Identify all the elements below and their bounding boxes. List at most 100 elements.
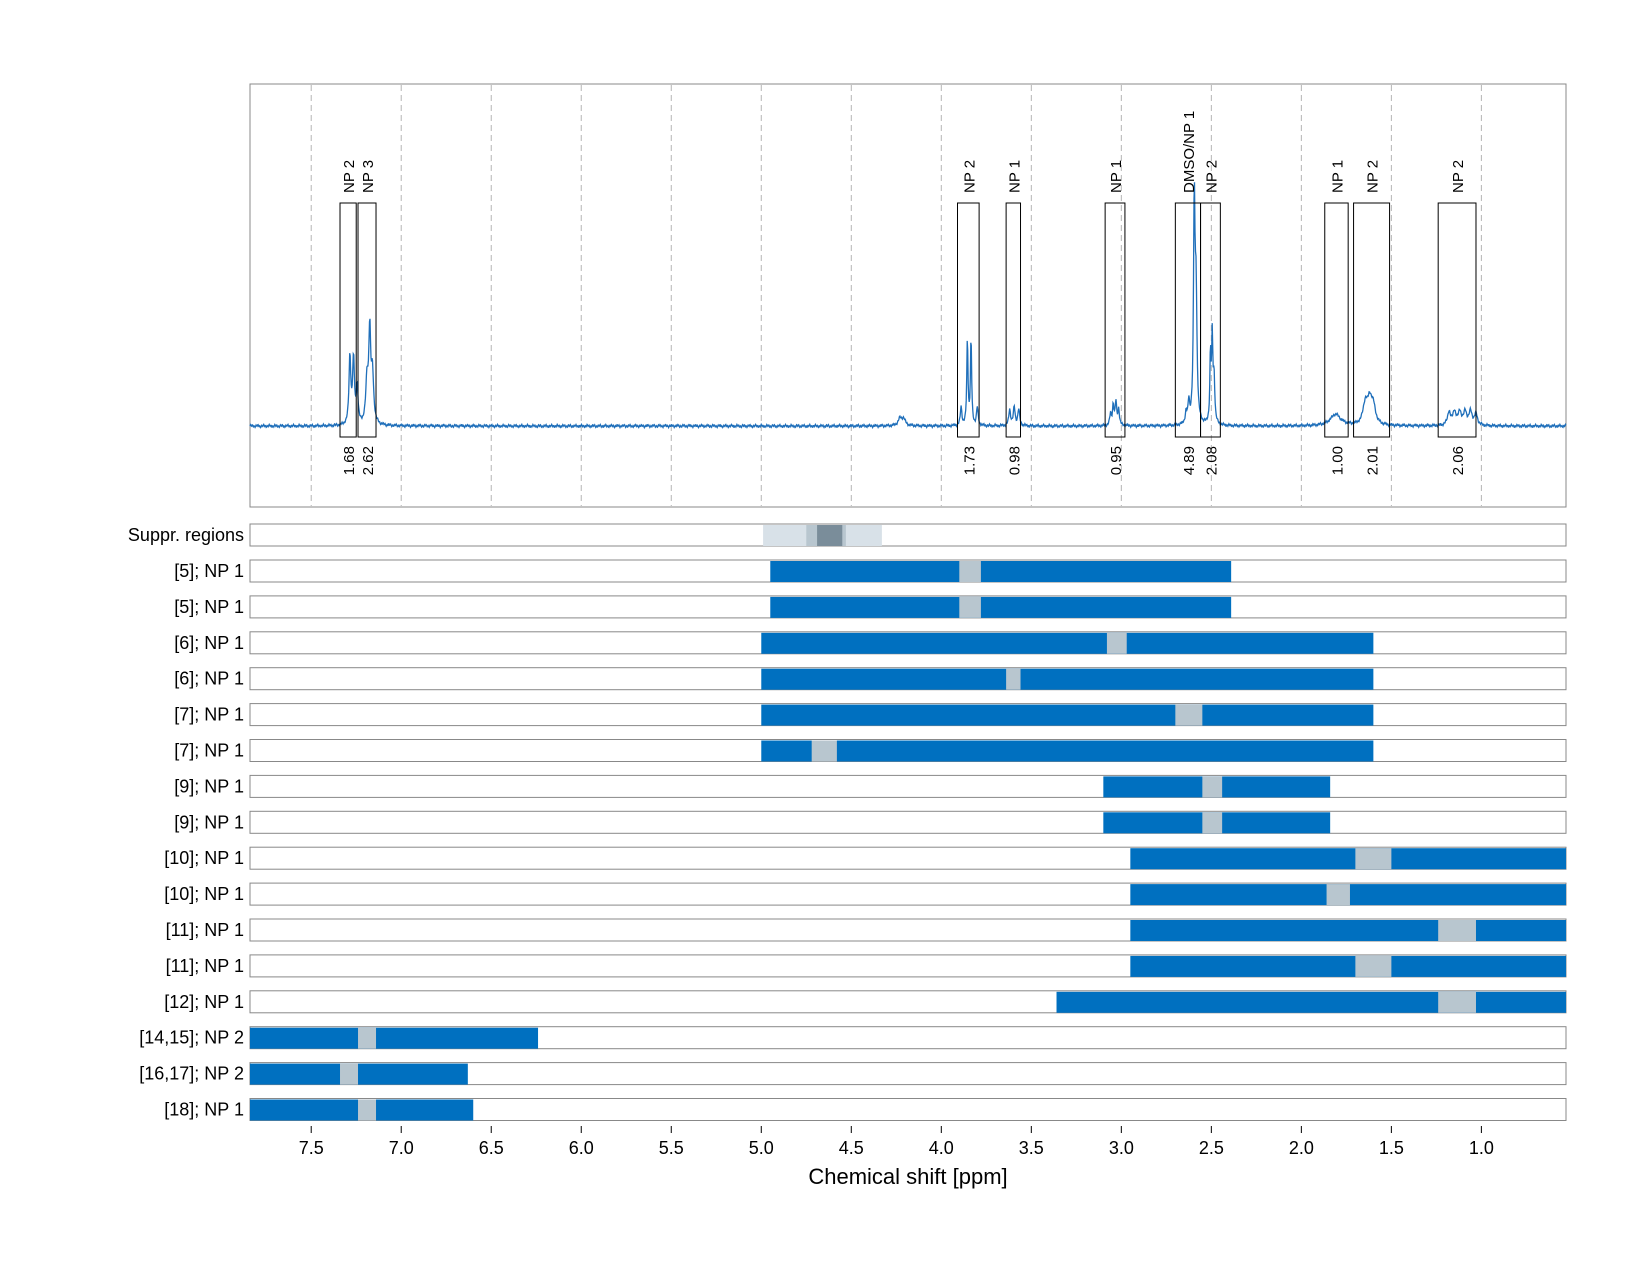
region-row-label: [10]; NP 1 [164,884,244,904]
x-tick-label: 4.0 [929,1138,954,1158]
region-row-frame [249,774,1567,798]
region-gap [1106,632,1127,654]
region-gap [358,1027,377,1049]
peak-label: NP 2 [961,160,978,193]
region-bar [770,596,1232,618]
region-bar [770,561,1232,582]
region-gap [1355,848,1392,870]
suppression-row-frame [249,523,1567,547]
peak-box [1005,202,1022,438]
region-gap [1202,776,1223,798]
peak-assignment-boxes: NP 2 1.68 NP 3 2.62 NP 2 1.73 NP 1 0.98 NP 1 0.95… [339,111,1477,475]
region-bar [1130,955,1566,977]
x-tick-label: 5.5 [659,1138,684,1158]
x-tick-label: 7.5 [299,1138,324,1158]
peak-label: NP 2 [341,160,358,193]
peak-box [357,202,377,438]
peak-label: NP 2 [1365,160,1382,193]
region-gap [1175,704,1203,726]
region-row-label: [5]; NP 1 [174,597,244,617]
region-row-label: [9]; NP 1 [174,776,244,796]
region-row-label: [16,17]; NP 2 [139,1064,244,1084]
x-tick-label: 3.5 [1019,1138,1044,1158]
integral-label: 0.98 [1006,446,1023,475]
region-bar [1056,991,1566,1013]
region-row-label: [18]; NP 1 [164,1100,244,1120]
region-row-label: [12]; NP 1 [164,992,244,1012]
x-tick-label: 6.5 [479,1138,504,1158]
region-gap [1202,812,1223,834]
peak-box [1437,202,1477,438]
peak-label: DMSO/NP 1 [1181,111,1198,193]
peak-label: NP 3 [360,160,377,193]
region-gap [811,740,837,762]
x-axis-ticks: 7.5 7.0 6.5 6.0 5.5 5.0 4.5 4.0 3.5 3.0 2.5 2.0 1.5 1… [299,1126,1494,1158]
region-row-label: [14,15]; NP 2 [139,1028,244,1048]
x-tick-label: 5.0 [749,1138,774,1158]
spectrum-panel-frame [249,83,1567,508]
peak-box [1104,202,1126,438]
region-bar [761,632,1374,654]
region-bar [1130,848,1566,870]
region-gap [1326,884,1350,906]
region-bar [1130,920,1566,941]
peak-label: NP 2 [1450,160,1467,193]
region-rows: Suppr. regions [5]; NP 1 [5]; NP 1 [6]; NP … [128,523,1567,1121]
region-bar [761,704,1374,726]
x-tick-label: 4.5 [839,1138,864,1158]
integral-label: 4.89 [1181,446,1198,475]
x-tick-label: 1.0 [1469,1138,1494,1158]
region-row-label: [11]; NP 1 [166,920,244,940]
x-axis-title: Chemical shift [ppm] [808,1164,1007,1189]
region-gap [358,1099,377,1121]
peak-box [339,202,357,438]
peak-box [957,202,980,438]
peak-label: NP 1 [1108,160,1125,193]
integral-label: 1.00 [1329,446,1346,475]
x-tick-label: 1.5 [1379,1138,1404,1158]
region-row-label: [11]; NP 1 [166,956,244,976]
region-row-label: [6]; NP 1 [174,633,244,653]
peak-box [1353,202,1391,438]
peak-label: NP 1 [1006,160,1023,193]
region-bar [250,1063,468,1085]
peak-label: NP 1 [1329,160,1346,193]
region-row-label: [9]; NP 1 [174,812,244,832]
peak-label: NP 2 [1203,160,1220,193]
x-tick-label: 2.5 [1199,1138,1224,1158]
region-gap [340,1063,359,1085]
region-gap [1438,920,1476,941]
integral-label: 2.08 [1203,446,1220,475]
region-row-label: [7]; NP 1 [174,705,244,725]
region-gap [1438,991,1476,1013]
x-tick-label: 3.0 [1109,1138,1134,1158]
integral-label: 0.95 [1108,446,1125,475]
region-row-frame [249,810,1567,834]
region-bar [250,1027,539,1049]
suppression-segment [817,525,843,546]
integral-label: 2.01 [1365,446,1382,475]
suppression-row-label: Suppr. regions [128,525,244,545]
spectrum-line [249,182,1567,430]
region-row-label: [6]; NP 1 [174,669,244,689]
region-gap [1355,955,1392,977]
region-row-label: [7]; NP 1 [174,741,244,761]
grid-lines [310,85,1482,506]
x-tick-label: 7.0 [389,1138,414,1158]
region-bar [761,740,1374,762]
x-tick-label: 6.0 [569,1138,594,1158]
integral-label: 1.68 [341,446,358,475]
integral-label: 1.73 [961,446,978,475]
region-gap [959,596,981,618]
peak-box [1200,202,1221,438]
region-row-label: [10]; NP 1 [164,848,244,868]
region-bar [761,668,1374,690]
region-gap [1006,668,1021,690]
integral-label: 2.62 [360,446,377,475]
x-tick-label: 2.0 [1289,1138,1314,1158]
region-gap [959,561,981,582]
integral-label: 2.06 [1450,446,1467,475]
region-row-label: [5]; NP 1 [174,561,244,581]
peak-box [1324,202,1349,438]
